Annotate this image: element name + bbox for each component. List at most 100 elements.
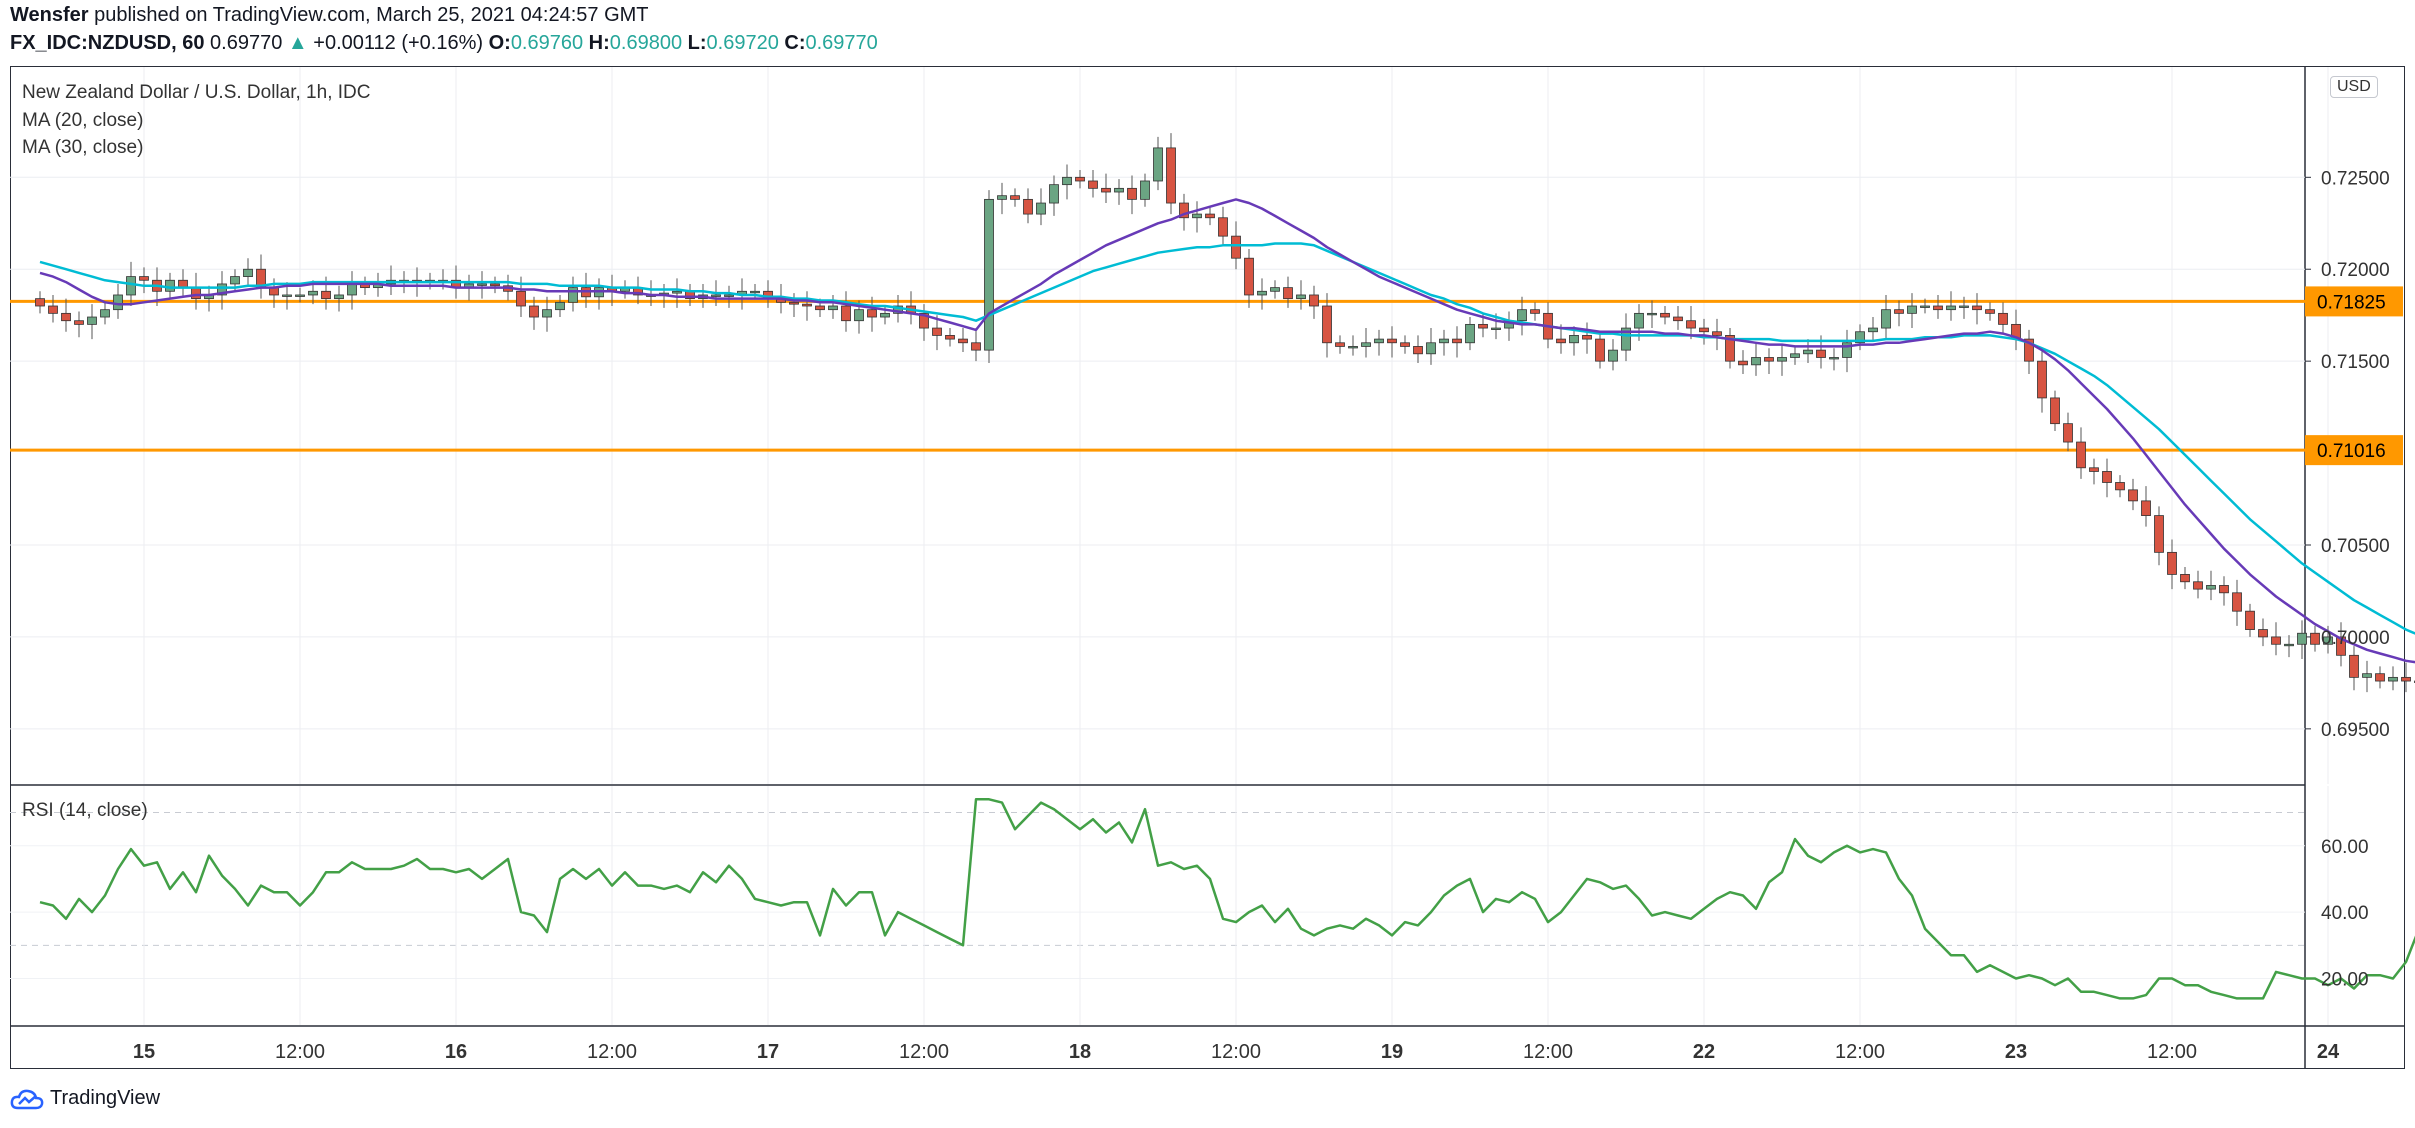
candle-body bbox=[191, 287, 201, 300]
candle-body bbox=[1634, 312, 1644, 329]
price-level-tag bbox=[2305, 435, 2403, 466]
candle-body bbox=[1712, 331, 1722, 336]
price-tick-label: 0.72000 bbox=[2321, 260, 2390, 281]
candle-body bbox=[1387, 338, 1397, 344]
price-tick-label: 0.71500 bbox=[2321, 352, 2390, 373]
candle-body bbox=[802, 303, 812, 307]
candle-body bbox=[74, 320, 84, 325]
candle-body bbox=[1335, 342, 1345, 347]
rsi-legend[interactable]: RSI (14, close) bbox=[22, 800, 148, 821]
candle-body bbox=[1114, 187, 1124, 193]
candle-body bbox=[100, 309, 110, 318]
rsi-tick-label: 40.00 bbox=[2321, 903, 2369, 924]
candle-body bbox=[1400, 342, 1410, 347]
candle-body bbox=[1777, 357, 1787, 362]
candle-body bbox=[126, 276, 136, 296]
candle-body bbox=[997, 195, 1007, 200]
candle-body bbox=[555, 301, 565, 311]
candle-body bbox=[971, 342, 981, 351]
low-value: 0.69720 bbox=[706, 32, 779, 54]
price-level-label: 0.71825 bbox=[2317, 292, 2386, 313]
horizontal-levels: 0.71825 0.71016 bbox=[10, 286, 2403, 466]
candle-body bbox=[2154, 515, 2164, 553]
candle-body bbox=[2167, 551, 2177, 575]
candle-body bbox=[1699, 327, 1709, 333]
rsi-line bbox=[39, 798, 2415, 1000]
candle-body bbox=[295, 294, 305, 297]
candle-body bbox=[477, 283, 487, 286]
candle-body bbox=[932, 327, 942, 336]
footer: TradingView bbox=[10, 1087, 160, 1110]
time-tick-label: 12:00 bbox=[2147, 1041, 2197, 1063]
candle-body bbox=[1686, 320, 1696, 329]
ma20-line bbox=[39, 198, 2415, 664]
candle-body bbox=[1374, 338, 1384, 344]
time-tick-label: 18 bbox=[1069, 1041, 1091, 1063]
candle-body bbox=[321, 290, 331, 300]
candle-body bbox=[1725, 335, 1735, 362]
open-label: O: bbox=[488, 32, 511, 54]
candle-body bbox=[1166, 147, 1176, 204]
symbol-info-bar: FX_IDC:NZDUSD, 60 0.69770 ▲ +0.00112 (+0… bbox=[10, 32, 878, 55]
time-tick-label: 12:00 bbox=[1211, 1041, 1261, 1063]
currency-button[interactable]: USD bbox=[2330, 76, 2378, 98]
series-title: New Zealand Dollar / U.S. Dollar, 1h, ID… bbox=[22, 82, 371, 103]
rsi-tick-label: 20.00 bbox=[2321, 970, 2369, 991]
candle-body bbox=[1998, 312, 2008, 325]
candle-body bbox=[2362, 673, 2372, 678]
candle-body bbox=[2063, 423, 2073, 443]
candle-body bbox=[1088, 180, 1098, 189]
ma20-legend[interactable]: MA (20, close) bbox=[22, 110, 144, 131]
time-tick-label: 12:00 bbox=[275, 1041, 325, 1063]
candle-body bbox=[1491, 327, 1501, 330]
candle-body bbox=[2297, 632, 2307, 645]
candle-body bbox=[308, 290, 318, 296]
brand-name[interactable]: TradingView bbox=[50, 1087, 161, 1109]
candle-body bbox=[1179, 202, 1189, 219]
candle-body bbox=[984, 198, 994, 351]
candle-body bbox=[113, 294, 123, 311]
candle-body bbox=[1426, 342, 1436, 355]
symbol-label: FX_IDC:NZDUSD, 60 bbox=[10, 32, 205, 54]
candle-body bbox=[1816, 349, 1826, 358]
rsi-tick-label: 60.00 bbox=[2321, 837, 2369, 858]
up-arrow-icon: ▲ bbox=[287, 32, 308, 54]
candle-body bbox=[1257, 290, 1267, 296]
publish-date-text: published on TradingView.com, March 25, … bbox=[94, 4, 649, 26]
publisher-name[interactable]: Wensfer bbox=[10, 4, 89, 26]
close-label: C: bbox=[784, 32, 806, 54]
candle-body bbox=[490, 283, 500, 287]
axis-labels: 0.69500 0.70000 0.70500 0.71500 0.72000 0.725… bbox=[133, 168, 2390, 1063]
candle-body bbox=[1049, 184, 1059, 204]
candle-body bbox=[2219, 585, 2229, 594]
last-price: 0.69770 bbox=[210, 32, 283, 54]
time-tick-label: 22 bbox=[1693, 1041, 1715, 1063]
candle-body bbox=[867, 309, 877, 318]
time-tick-label: 12:00 bbox=[899, 1041, 949, 1063]
candle-body bbox=[542, 309, 552, 318]
candle-body bbox=[217, 283, 227, 296]
candle-body bbox=[2076, 441, 2086, 469]
candle-body bbox=[1803, 349, 1813, 355]
candle-body bbox=[1010, 195, 1020, 200]
candle-body bbox=[61, 312, 71, 322]
candle-body bbox=[2284, 643, 2294, 647]
price-change: +0.00112 (+0.16%) bbox=[313, 32, 484, 54]
candle-body bbox=[2375, 673, 2385, 682]
candle-body bbox=[1842, 342, 1852, 358]
candle-body bbox=[919, 312, 929, 329]
candle-body bbox=[2206, 585, 2216, 590]
time-tick-label: 17 bbox=[757, 1041, 779, 1063]
candle-body bbox=[2258, 629, 2268, 638]
high-label: H: bbox=[588, 32, 610, 54]
time-tick-label: 24 bbox=[2317, 1041, 2340, 1063]
ma30-legend[interactable]: MA (30, close) bbox=[22, 137, 144, 158]
candle-body bbox=[2388, 676, 2398, 682]
candle-body bbox=[1439, 338, 1449, 344]
candle-body bbox=[1140, 180, 1150, 200]
candle-body bbox=[1036, 202, 1046, 215]
close-value: 0.69770 bbox=[805, 32, 878, 54]
time-tick-label: 23 bbox=[2005, 1041, 2027, 1063]
candle-body bbox=[1855, 331, 1865, 344]
